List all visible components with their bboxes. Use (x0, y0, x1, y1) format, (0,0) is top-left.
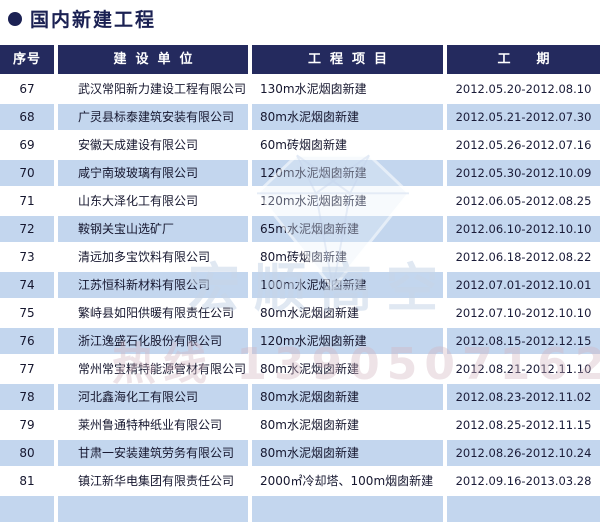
table-row: 78 河北鑫海化工有限公司 80m水泥烟囱新建 2012.08.23-2012.11.… (0, 384, 600, 410)
table-row: 79 莱州鲁通特种纸业有限公司 80m水泥烟囱新建 2012.08.25-2012.1… (0, 412, 600, 438)
row-number: 68 (0, 104, 54, 130)
column-header-company: 建设单位 (58, 45, 248, 74)
company-cell: 清远加多宝饮料有限公司 (78, 250, 211, 264)
period-cell: 2012.05.21-2012.07.30 (447, 104, 600, 130)
column-header-period: 工期 (447, 45, 600, 74)
row-number: 80 (0, 440, 54, 466)
company-cell: 浙江逸盛石化股份有限公司 (58, 328, 248, 354)
table-row: 75 繁峙县如阳供暖有限责任公司 80m水泥烟囱新建 2012.07.10-2012.… (0, 300, 600, 326)
row-number: 81 (19, 474, 35, 488)
table-row: 69 安徽天成建设有限公司 60m砖烟囱新建 2012.05.26-2012.07.1… (0, 132, 600, 158)
company-cell: 繁峙县如阳供暖有限责任公司 (78, 306, 235, 320)
project-cell: 80m水泥烟囱新建 (252, 384, 443, 410)
period-cell: 2012.09.16-2013.03.28 (455, 474, 592, 488)
bullet-icon (8, 11, 22, 26)
table-row: 77 常州常宝精特能源管材有限公司 80m水泥烟囱新建 2012.08.21-2012… (0, 356, 600, 382)
period-cell: 2012.06.18-2012.08.22 (455, 250, 592, 264)
project-cell: 80m水泥烟囱新建 (260, 418, 359, 432)
section-title: 国内新建工程 (8, 5, 156, 32)
project-cell: 130m水泥烟囱新建 (260, 82, 367, 96)
table-row: 76 浙江逸盛石化股份有限公司 120m水泥烟囱新建 2012.08.15-2012.… (0, 328, 600, 354)
projects-table: 序号 建设单位 工程项目 工期 67 武汉常阳新力建设工程有限公司 130m水泥烟囱… (0, 45, 600, 522)
table-row: 73 清远加多宝饮料有限公司 80m砖烟囱新建 2012.06.18-2012.08.… (0, 244, 600, 270)
period-cell: 2012.06.10-2012.10.10 (447, 216, 600, 242)
company-cell: 江苏恒科新材料有限公司 (58, 272, 248, 298)
table-row: 70 咸宁南玻玻璃有限公司 120m水泥烟囱新建 2012.05.30-2012.10… (0, 160, 600, 186)
table-body: 67 武汉常阳新力建设工程有限公司 130m水泥烟囱新建 2012.05.20-201… (0, 76, 600, 494)
row-number: 70 (0, 160, 54, 186)
company-cell: 安徽天成建设有限公司 (78, 138, 199, 152)
company-cell: 山东大泽化工有限公司 (78, 194, 199, 208)
table-row: 81 镇江新华电集团有限责任公司 2000㎡冷却塔、100m烟囱新建 2012.09.… (0, 468, 600, 494)
company-cell: 常州常宝精特能源管材有限公司 (78, 362, 247, 376)
period-cell: 2012.07.01-2012.10.01 (447, 272, 600, 298)
row-number: 69 (19, 138, 35, 152)
row-number: 74 (0, 272, 54, 298)
project-cell: 2000㎡冷却塔、100m烟囱新建 (260, 474, 434, 488)
project-cell: 80m水泥烟囱新建 (260, 362, 359, 376)
project-cell: 80m水泥烟囱新建 (252, 104, 443, 130)
period-cell: 2012.05.30-2012.10.09 (447, 160, 600, 186)
period-cell: 2012.05.20-2012.08.10 (455, 82, 592, 96)
column-header-no: 序号 (0, 45, 54, 74)
row-number: 72 (0, 216, 54, 242)
table-row: 68 广灵县标泰建筑安装有限公司 80m水泥烟囱新建 2012.05.21-2012.… (0, 104, 600, 130)
project-cell: 120m水泥烟囱新建 (252, 160, 443, 186)
project-cell: 60m砖烟囱新建 (260, 138, 347, 152)
company-cell: 鞍钢关宝山选矿厂 (58, 216, 248, 242)
project-cell: 80m水泥烟囱新建 (252, 440, 443, 466)
period-cell: 2012.08.25-2012.11.15 (455, 418, 592, 432)
row-number: 75 (19, 306, 35, 320)
project-cell: 65m水泥烟囱新建 (252, 216, 443, 242)
company-cell: 咸宁南玻玻璃有限公司 (58, 160, 248, 186)
period-cell: 2012.08.26-2012.10.24 (447, 440, 600, 466)
row-number: 71 (19, 194, 35, 208)
project-cell: 120m水泥烟囱新建 (260, 194, 367, 208)
table-row: 74 江苏恒科新材料有限公司 100m水泥烟囱新建 2012.07.01-2012.1… (0, 272, 600, 298)
period-cell: 2012.06.05-2012.08.25 (455, 194, 592, 208)
table-row: 72 鞍钢关宝山选矿厂 65m水泥烟囱新建 2012.06.10-2012.10.10 (0, 216, 600, 242)
row-number: 76 (0, 328, 54, 354)
period-cell: 2012.08.21-2012.11.10 (455, 362, 592, 376)
table-header-row: 序号 建设单位 工程项目 工期 (0, 45, 600, 74)
company-cell: 莱州鲁通特种纸业有限公司 (78, 418, 223, 432)
table-row: 80 甘肃一安装建筑劳务有限公司 80m水泥烟囱新建 2012.08.26-2012.… (0, 440, 600, 466)
table-row: 71 山东大泽化工有限公司 120m水泥烟囱新建 2012.06.05-2012.08… (0, 188, 600, 214)
project-cell: 100m水泥烟囱新建 (252, 272, 443, 298)
section-title-text: 国内新建工程 (30, 9, 157, 31)
row-number: 73 (19, 250, 35, 264)
row-number: 67 (19, 82, 35, 96)
project-cell: 80m水泥烟囱新建 (260, 306, 359, 320)
company-cell: 镇江新华电集团有限责任公司 (78, 474, 235, 488)
project-cell: 80m砖烟囱新建 (260, 250, 347, 264)
company-cell: 甘肃一安装建筑劳务有限公司 (58, 440, 248, 466)
company-cell: 广灵县标泰建筑安装有限公司 (58, 104, 248, 130)
company-cell: 武汉常阳新力建设工程有限公司 (78, 82, 247, 96)
period-cell: 2012.08.15-2012.12.15 (447, 328, 600, 354)
period-cell: 2012.08.23-2012.11.02 (447, 384, 600, 410)
row-number: 78 (0, 384, 54, 410)
project-cell: 120m水泥烟囱新建 (252, 328, 443, 354)
table-row: 67 武汉常阳新力建设工程有限公司 130m水泥烟囱新建 2012.05.20-201… (0, 76, 600, 102)
period-cell: 2012.05.26-2012.07.16 (455, 138, 592, 152)
company-cell: 河北鑫海化工有限公司 (58, 384, 248, 410)
period-cell: 2012.07.10-2012.10.10 (455, 306, 592, 320)
row-number: 77 (19, 362, 35, 376)
row-number: 79 (19, 418, 35, 432)
column-header-project: 工程项目 (252, 45, 443, 74)
